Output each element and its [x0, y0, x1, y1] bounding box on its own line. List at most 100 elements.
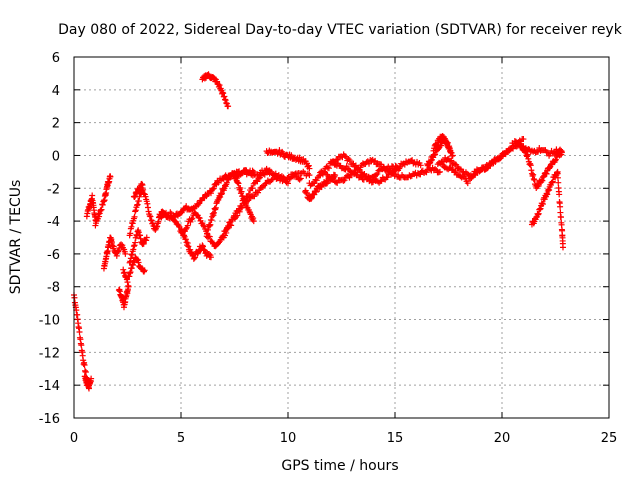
data-point: [427, 157, 434, 164]
data-point: [535, 210, 542, 217]
data-point: [305, 162, 312, 169]
data-point: [291, 173, 298, 180]
data-point: [255, 189, 262, 196]
data-point: [360, 176, 367, 183]
data-point: [141, 267, 148, 274]
data-point: [78, 342, 85, 349]
data-point: [392, 162, 399, 169]
data-point: [554, 169, 561, 176]
data-point: [129, 220, 136, 227]
data-point: [121, 269, 128, 276]
data-points: [71, 71, 566, 392]
data-point: [313, 189, 320, 196]
x-tick-label: 15: [387, 431, 404, 446]
data-point: [127, 230, 134, 237]
data-point: [211, 209, 218, 216]
data-point: [464, 180, 471, 187]
data-point: [131, 213, 138, 220]
data-point: [453, 161, 460, 168]
data-point: [132, 239, 139, 246]
y-axis-label: SDTVAR / TECUs: [8, 180, 24, 295]
data-point: [120, 266, 127, 273]
data-point: [487, 162, 494, 169]
data-point: [222, 97, 229, 104]
data-point: [524, 151, 531, 158]
data-point: [250, 180, 257, 187]
data-point: [96, 213, 103, 220]
data-point: [373, 172, 380, 179]
data-point: [137, 235, 144, 242]
data-point: [529, 172, 536, 179]
data-point: [135, 259, 142, 266]
data-point: [130, 246, 137, 253]
data-point: [135, 229, 142, 236]
data-point: [244, 198, 251, 205]
data-point: [325, 165, 332, 172]
data-point: [552, 156, 559, 163]
data-point: [549, 178, 556, 185]
data-point: [235, 180, 242, 187]
data-point: [268, 177, 275, 184]
data-point: [143, 234, 150, 241]
data-point: [211, 205, 218, 212]
data-point: [384, 174, 391, 181]
data-point: [470, 172, 477, 179]
data-point: [217, 193, 224, 200]
data-point: [209, 186, 216, 193]
data-point: [250, 218, 257, 225]
data-point: [497, 155, 504, 162]
data-point: [131, 242, 138, 249]
data-point: [242, 166, 249, 173]
data-point: [558, 147, 565, 154]
data-point: [432, 151, 439, 158]
data-point: [520, 136, 527, 143]
data-point: [115, 248, 122, 255]
data-point: [76, 329, 83, 336]
data-point: [122, 250, 129, 257]
data-point: [433, 142, 440, 149]
data-point: [93, 220, 100, 227]
data-point: [446, 144, 453, 151]
data-point: [558, 214, 565, 221]
x-tick-label: 25: [601, 431, 618, 446]
data-point: [340, 177, 347, 184]
data-point: [296, 176, 303, 183]
y-tick-label: -14: [39, 379, 60, 394]
data-point: [176, 223, 183, 230]
data-point: [346, 174, 353, 181]
data-point: [539, 201, 546, 208]
data-point: [234, 179, 241, 186]
data-point: [131, 193, 138, 200]
data-point: [431, 151, 438, 158]
data-point: [206, 222, 213, 229]
data-point: [539, 177, 546, 184]
data-point: [238, 188, 245, 195]
data-point: [218, 191, 225, 198]
data-point: [396, 165, 403, 172]
data-point: [124, 279, 131, 286]
data-point: [141, 268, 148, 275]
data-point: [306, 165, 313, 172]
data-point: [237, 205, 244, 212]
data-point: [528, 167, 535, 174]
data-point: [207, 190, 214, 197]
data-point: [144, 204, 151, 211]
data-point: [221, 93, 228, 100]
data-point: [456, 165, 463, 172]
data-point: [246, 208, 253, 215]
y-tick-label: 6: [52, 51, 60, 66]
data-point: [130, 243, 137, 250]
data-point: [540, 173, 547, 180]
data-point: [366, 160, 373, 167]
data-point: [132, 208, 139, 215]
data-point: [204, 226, 211, 233]
data-point: [488, 159, 495, 166]
data-point: [143, 237, 150, 244]
data-point: [126, 273, 133, 280]
data-point: [308, 195, 315, 202]
data-point: [220, 90, 227, 97]
data-point: [88, 375, 95, 382]
data-point: [135, 198, 142, 205]
data-point: [134, 256, 141, 263]
data-point: [223, 229, 230, 236]
